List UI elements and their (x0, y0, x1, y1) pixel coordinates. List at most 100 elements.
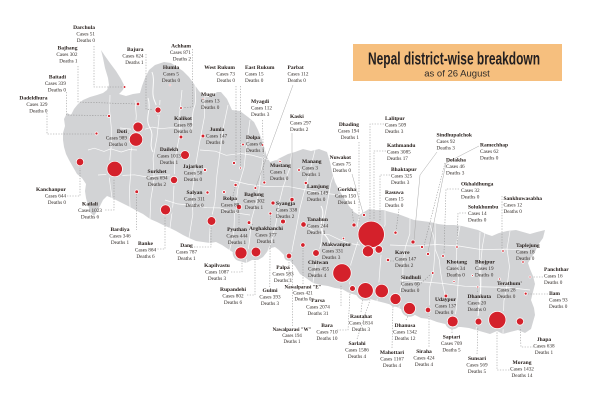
svg-text:Rautahat: Rautahat (350, 314, 372, 320)
svg-text:Deaths 0: Deaths 0 (48, 88, 67, 94)
svg-text:Deaths 1: Deaths 1 (125, 60, 144, 66)
svg-text:Deaths 1: Deaths 1 (160, 160, 179, 166)
svg-text:Cases 51: Cases 51 (76, 32, 95, 38)
svg-text:Makwanpur: Makwanpur (322, 242, 352, 248)
svg-text:Banke: Banke (138, 241, 154, 247)
svg-text:Ramechhap: Ramechhap (480, 143, 508, 149)
svg-text:Deaths 1: Deaths 1 (246, 148, 265, 154)
svg-text:Deaths 0: Deaths 0 (516, 256, 535, 262)
svg-text:Cases 88: Cases 88 (221, 203, 240, 209)
svg-text:Deaths 0: Deaths 0 (295, 298, 313, 303)
svg-text:Deaths 1: Deaths 1 (338, 200, 357, 206)
svg-text:Nawalparasi "E": Nawalparasi "E" (284, 286, 321, 291)
svg-text:Cases 424: Cases 424 (413, 356, 435, 362)
svg-text:Deaths 3: Deaths 3 (322, 255, 341, 261)
svg-text:Deaths 0: Deaths 0 (549, 304, 568, 310)
svg-text:Deaths 3: Deaths 3 (261, 301, 280, 307)
svg-text:Deaths 0: Deaths 0 (544, 280, 563, 286)
svg-text:Cases 1: Cases 1 (270, 170, 286, 176)
svg-text:Palpa: Palpa (276, 265, 290, 271)
svg-text:Cases 302: Cases 302 (56, 52, 78, 58)
svg-text:Gorkha: Gorkha (338, 187, 357, 193)
svg-text:Sarlahi: Sarlahi (348, 341, 366, 347)
svg-text:Dhanusa: Dhanusa (395, 323, 416, 329)
svg-text:Deaths 0: Deaths 0 (385, 203, 404, 209)
svg-text:Terathum': Terathum' (497, 281, 522, 287)
svg-text:Cases 89: Cases 89 (174, 123, 193, 129)
svg-text:Deaths 1: Deaths 1 (228, 240, 247, 246)
svg-text:Cases 1023: Cases 1023 (78, 208, 102, 214)
svg-text:Deaths 4: Deaths 4 (348, 354, 367, 360)
svg-text:Cases 20: Cases 20 (468, 301, 487, 307)
svg-text:Deaths 3: Deaths 3 (391, 180, 410, 186)
svg-text:Cases 338: Cases 338 (276, 208, 298, 214)
svg-text:Kailali: Kailali (82, 202, 98, 208)
svg-text:Syangja: Syangja (276, 201, 295, 207)
svg-text:Kathmandu: Kathmandu (387, 143, 415, 149)
svg-text:Jhapa: Jhapa (537, 337, 552, 343)
svg-text:Cases 1342: Cases 1342 (393, 330, 417, 336)
svg-text:Deaths 0: Deaths 0 (497, 294, 516, 300)
svg-text:Deaths 0: Deaths 0 (288, 78, 307, 84)
svg-text:Deaths 0: Deaths 0 (475, 273, 494, 279)
svg-text:Cases 583: Cases 583 (272, 272, 294, 278)
svg-text:Deaths 4: Deaths 4 (383, 363, 402, 369)
svg-text:Cases 710: Cases 710 (316, 330, 338, 336)
svg-text:Deaths 0: Deaths 0 (217, 78, 236, 84)
svg-text:Rasuwa: Rasuwa (385, 190, 404, 196)
svg-text:Cases 1586: Cases 1586 (345, 348, 369, 354)
svg-text:Mustang: Mustang (270, 163, 291, 169)
svg-text:Taplejung: Taplejung (516, 243, 540, 249)
svg-text:Cases 58: Cases 58 (184, 171, 203, 177)
svg-text:Cases 5: Cases 5 (163, 72, 179, 78)
svg-text:Nawalparasi "W": Nawalparasi "W" (273, 328, 312, 333)
svg-text:Kavre: Kavre (395, 250, 410, 256)
svg-text:Deaths 31: Deaths 31 (308, 311, 329, 317)
svg-text:Deaths 0: Deaths 0 (333, 168, 352, 174)
svg-text:Deaths 6: Deaths 6 (136, 254, 155, 260)
svg-text:Deaths 1: Deaths 1 (257, 239, 276, 245)
svg-text:Siraha: Siraha (416, 349, 432, 355)
svg-text:West Rukum: West Rukum (204, 65, 235, 71)
svg-text:Manang: Manang (302, 159, 322, 165)
svg-text:Deaths 0: Deaths 0 (109, 142, 128, 148)
svg-text:Jajarkot: Jajarkot (183, 164, 203, 170)
svg-text:Deaths 0: Deaths 0 (77, 38, 96, 44)
svg-text:Cases 989: Cases 989 (106, 136, 128, 142)
svg-text:Ilam: Ilam (549, 291, 560, 297)
svg-text:Deaths 5: Deaths 5 (442, 348, 461, 354)
svg-text:Parsa: Parsa (311, 298, 325, 304)
svg-text:Cases 1167: Cases 1167 (380, 357, 404, 363)
svg-text:Mahottari: Mahottari (380, 350, 405, 356)
svg-text:Kapilvastu: Kapilvastu (204, 263, 230, 269)
svg-text:Cases 1013: Cases 1013 (157, 154, 181, 160)
svg-text:Deaths 0: Deaths 0 (201, 105, 220, 111)
svg-text:Darchula: Darchula (73, 25, 95, 31)
svg-text:Dailekh: Dailekh (160, 147, 178, 153)
svg-text:Deaths 1: Deaths 1 (177, 256, 196, 262)
svg-text:Bhojpur: Bhojpur (475, 260, 495, 266)
svg-text:Cases 694: Cases 694 (146, 176, 168, 182)
svg-text:Deaths 0: Deaths 0 (461, 195, 480, 201)
svg-text:Dolpa: Dolpa (246, 135, 260, 141)
svg-text:Deaths 0: Deaths 0 (184, 177, 203, 183)
svg-text:Deaths 0: Deaths 0 (185, 203, 204, 209)
svg-text:Deaths 1: Deaths 1 (111, 240, 130, 246)
svg-text:Deaths 0: Deaths 0 (468, 218, 487, 224)
svg-text:Cases 802: Cases 802 (222, 294, 244, 300)
svg-text:Deaths 10: Deaths 10 (317, 336, 338, 342)
svg-text:Deaths 3: Deaths 3 (446, 171, 465, 177)
svg-text:Cases 19: Cases 19 (475, 266, 494, 272)
svg-text:Kalikot: Kalikot (174, 116, 192, 122)
svg-text:Cases 15: Cases 15 (245, 72, 264, 78)
svg-text:Cases 297: Cases 297 (290, 121, 312, 127)
svg-text:Deaths 4: Deaths 4 (415, 362, 434, 368)
svg-text:Baglung: Baglung (244, 192, 264, 198)
svg-text:Deaths 0: Deaths 0 (468, 307, 487, 313)
svg-text:Cases 112: Cases 112 (251, 106, 272, 112)
svg-text:Cases 329: Cases 329 (26, 102, 48, 108)
svg-text:Cases 377: Cases 377 (255, 233, 277, 239)
svg-text:Rolpa: Rolpa (223, 196, 237, 202)
svg-text:Doti: Doti (117, 129, 128, 135)
svg-text:Cases 6: Cases 6 (246, 142, 262, 148)
